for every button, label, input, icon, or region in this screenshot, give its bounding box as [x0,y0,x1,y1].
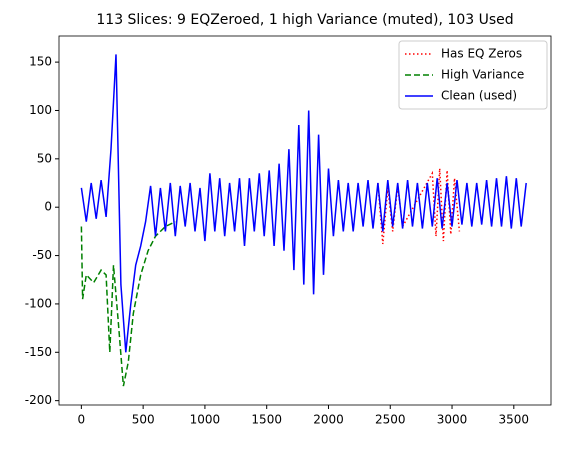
y-tick-label: 0 [44,200,52,214]
legend-label: Clean (used) [441,89,517,103]
x-tick-label: 1500 [251,413,282,427]
y-tick-label: -150 [25,345,52,359]
chart-title: 113 Slices: 9 EQZeroed, 1 high Variance … [96,12,513,28]
x-tick-label: 2000 [313,413,344,427]
y-tick-label: 100 [29,103,52,117]
x-tick-label: 3000 [437,413,468,427]
x-tick-label: 3500 [499,413,530,427]
series-line [80,221,176,387]
legend-label: High Variance [441,68,524,82]
x-tick-label: 1000 [190,413,221,427]
series-line [80,54,527,353]
y-tick-label: 150 [29,55,52,69]
y-tick-label: -100 [25,296,52,310]
y-tick-label: 50 [37,151,52,165]
legend-label: Has EQ Zeros [441,47,522,61]
y-tick-label: -50 [32,248,52,262]
x-tick-label: 500 [132,413,155,427]
plot-frame [58,35,552,406]
x-tick-label: 2500 [375,413,406,427]
legend-box [398,40,548,110]
y-tick-label: -200 [25,393,52,407]
x-tick-label: 0 [78,413,86,427]
